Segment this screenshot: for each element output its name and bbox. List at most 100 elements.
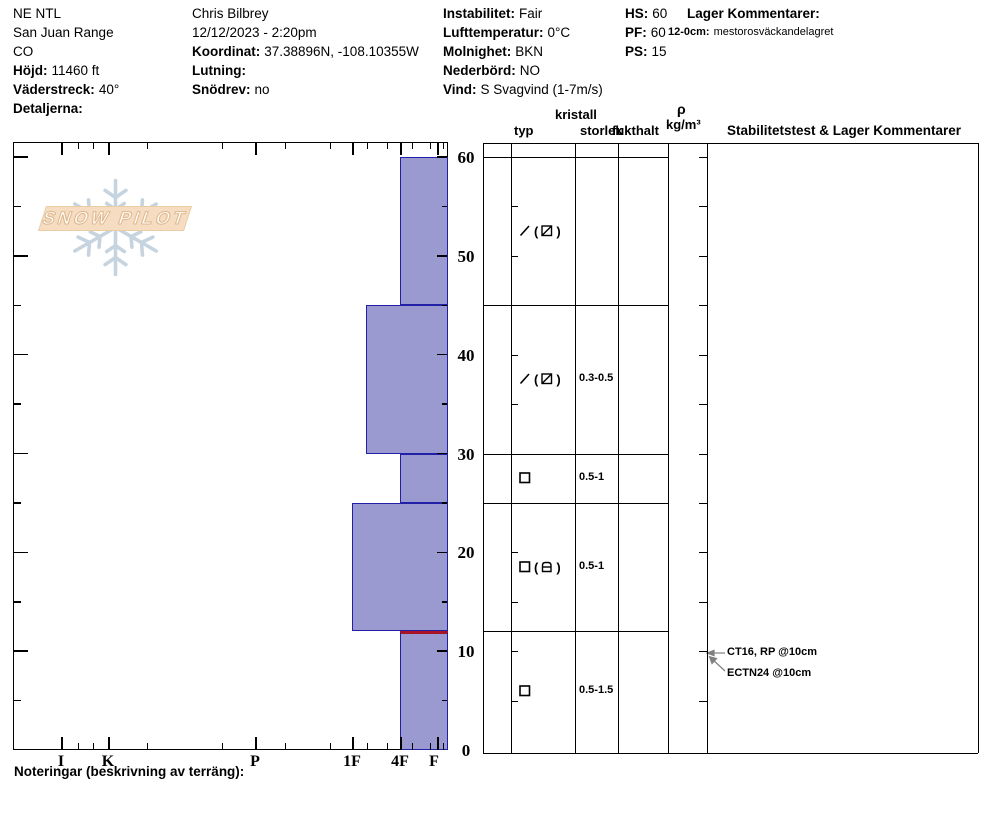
- x-major-tick: [108, 737, 110, 750]
- header-weather-column: Instabilitet: Fair Lufttemperatur: 0°C Molni…: [443, 4, 603, 99]
- header-field-value: Chris Bilbrey: [192, 6, 269, 21]
- x-minor-tick: [330, 743, 331, 750]
- x-minor-tick: [222, 143, 223, 149]
- comments-col-tick: [699, 700, 707, 702]
- header-field-label: Instabilitet:: [443, 6, 516, 21]
- typ-col-tick: [512, 700, 518, 702]
- stability-test-label-ct: CT16, RP @10cm: [727, 646, 818, 658]
- hardness-axis-label-I: I: [57, 753, 65, 770]
- grain-size-cell: 0.3-0.5: [579, 372, 614, 385]
- comments-col-tick: [699, 502, 707, 504]
- y-minor-tick: [441, 205, 447, 208]
- header-snow-heights-column: HS: 60 PF: 60 PS: 15: [625, 4, 667, 61]
- y-major-tick: [437, 255, 447, 257]
- grain-icon-DF: [519, 225, 530, 237]
- y-minor-tick: [14, 502, 21, 504]
- header-line: Molnighet: BKN: [443, 42, 603, 61]
- hardness-axis-label-K: K: [101, 753, 115, 770]
- x-major-tick: [61, 737, 63, 750]
- y-minor-tick: [14, 699, 21, 702]
- x-minor-tick: [285, 743, 286, 750]
- snowpilot-logo-banner: SNOW PILOT: [37, 206, 193, 231]
- y-major-tick: [14, 452, 28, 455]
- table-top-line: [483, 143, 978, 144]
- grain-size-cell: 0.5-1: [579, 560, 605, 573]
- header-line: Detaljerna:: [13, 99, 119, 118]
- x-minor-tick: [78, 743, 79, 750]
- header-observer-column: Chris Bilbrey 12/12/2023 - 2:20pm Koordina…: [192, 4, 419, 99]
- layer-boundary-line: [483, 453, 668, 455]
- table-vline: [511, 143, 512, 753]
- y-major-tick: [14, 156, 28, 158]
- layer-bar-60-45: [400, 157, 448, 306]
- header-field-label: Molnighet:: [443, 44, 512, 59]
- header-field-value: no: [254, 82, 270, 97]
- y-minor-tick: [441, 403, 447, 405]
- header-field-value: 15: [651, 44, 667, 59]
- grain-type-cell: (): [518, 370, 563, 388]
- header-line: Lufttemperatur: 0°C: [443, 23, 603, 42]
- header-field-value: 60: [652, 6, 668, 21]
- header-field-label: Lufttemperatur:: [443, 25, 544, 40]
- header-field-label: Lager Kommentarer:: [687, 6, 820, 21]
- table-vline: [707, 143, 708, 753]
- header-field-label: Vind:: [443, 82, 477, 97]
- grain-icon-FCxr: [541, 373, 553, 385]
- hardness-axis-label-1F: 1F: [343, 753, 361, 770]
- comments-col-tick: [699, 552, 707, 554]
- y-major-tick: [437, 156, 447, 158]
- depth-axis-label-10: 10: [457, 642, 475, 662]
- x-minor-tick: [330, 143, 331, 149]
- grain-type-cell: (): [518, 558, 563, 576]
- header-field-value: mestorosväckandelagret: [713, 26, 834, 38]
- comments-col-tick: [699, 255, 707, 257]
- header-field-label: HS:: [625, 6, 649, 21]
- y-major-tick: [14, 353, 28, 356]
- table-vline: [978, 143, 979, 753]
- x-minor-tick: [412, 743, 413, 750]
- x-major-tick: [108, 143, 110, 155]
- col-header-fukthalt: fukthalt: [612, 123, 659, 138]
- layer-boundary-line: [483, 305, 668, 307]
- y-major-tick: [437, 452, 447, 455]
- typ-col-tick: [512, 206, 518, 208]
- y-major-tick: [437, 353, 447, 356]
- x-major-tick: [400, 737, 402, 750]
- header-field-value: 60: [650, 25, 666, 40]
- header-line: Chris Bilbrey: [192, 4, 419, 23]
- header-field-value: 0°C: [547, 25, 571, 40]
- layer-bar-12-0: [400, 631, 448, 750]
- header-field-label: Väderstreck:: [13, 82, 95, 97]
- header-field-value: 37.38896N, -108.10355W: [264, 44, 419, 59]
- header-line: PF: 60: [625, 23, 667, 42]
- grain-icon-FC: [519, 472, 531, 484]
- header-field-label: 12-0cm:: [668, 26, 710, 38]
- header-line: HS: 60: [625, 4, 667, 23]
- header-field-value: 40°: [98, 82, 120, 97]
- y-minor-tick: [14, 304, 21, 306]
- stability-test-label-ectn: ECTN24 @10cm: [727, 667, 812, 679]
- x-minor-tick: [430, 143, 431, 149]
- col-header-storlek: storlek: [580, 123, 623, 138]
- x-major-tick: [437, 143, 439, 155]
- header-field-label: Detaljerna:: [13, 101, 83, 116]
- header-line: NE NTL: [13, 4, 119, 23]
- x-minor-tick: [387, 743, 388, 750]
- x-minor-tick: [93, 143, 94, 149]
- x-major-tick: [61, 143, 63, 155]
- table-vline: [668, 143, 669, 753]
- typ-col-tick: [512, 255, 518, 257]
- hardness-axis-label-4F: 4F: [391, 753, 409, 770]
- snow-surface-line: [483, 157, 668, 158]
- col-header-kristall: kristall: [555, 107, 597, 122]
- depth-axis-label-60: 60: [457, 148, 475, 167]
- typ-col-tick: [512, 601, 518, 603]
- y-minor-tick: [14, 205, 21, 208]
- hardness-axis-label-P: P: [250, 753, 260, 770]
- y-major-tick: [437, 650, 447, 652]
- hardness-axis-label-F: F: [429, 753, 439, 770]
- x-minor-tick: [367, 143, 368, 149]
- header-line: Lager Kommentarer:: [668, 4, 833, 23]
- typ-col-tick: [512, 354, 518, 356]
